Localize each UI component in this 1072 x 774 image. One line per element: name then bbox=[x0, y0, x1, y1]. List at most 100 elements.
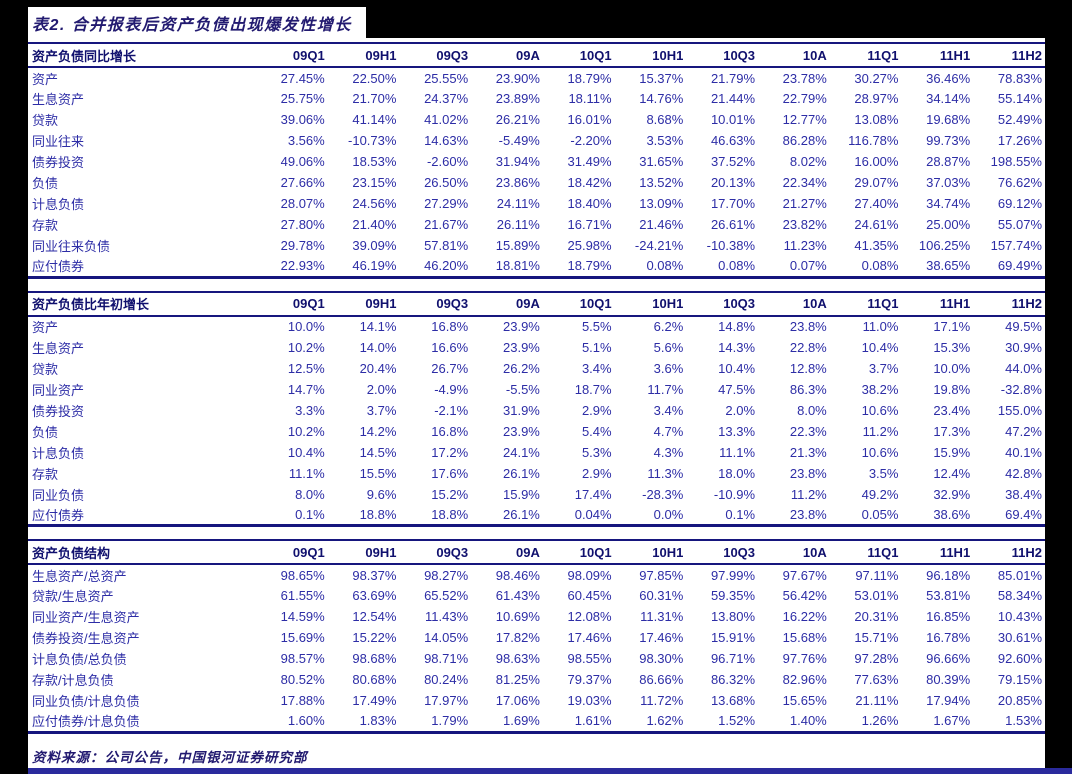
value-cell: 46.19% bbox=[327, 256, 400, 279]
value-cell: 30.9% bbox=[1005, 339, 1042, 355]
value-cell: 11.43% bbox=[425, 609, 469, 624]
value-cell: 14.63% bbox=[424, 133, 469, 148]
row-label: 同业负债/计息负债 bbox=[32, 694, 140, 709]
value-cell: 15.71% bbox=[854, 630, 899, 645]
table-row: 债券投资 49.06% 18.53% -2.60% 31.94% 31.49% 31.65%… bbox=[28, 151, 1045, 172]
value-cell: 157.74% bbox=[990, 238, 1042, 253]
table-row: 贷款 12.5% 20.4% 26.7% 26.2% 3.4% 3.6% 10.4% 12.8%… bbox=[28, 358, 1045, 379]
table-title: 资产负债同比增长 bbox=[28, 42, 256, 68]
value-cell: 23.8% bbox=[789, 319, 827, 334]
value-cell: 14.3% bbox=[718, 339, 756, 355]
value-cell: 23.9% bbox=[503, 319, 540, 334]
value-cell: 38.6% bbox=[901, 504, 974, 527]
value-cell: 198.55% bbox=[990, 154, 1042, 169]
value-cell: 26.1% bbox=[503, 465, 540, 481]
value-cell: 11.23% bbox=[783, 238, 827, 253]
value-cell: 80.39% bbox=[926, 672, 971, 687]
source-note: 资料来源：公司公告，中国银河证券研究部 bbox=[32, 749, 308, 765]
column-header: 10H1 bbox=[614, 42, 687, 68]
column-header: 09H1 bbox=[327, 42, 400, 68]
value-cell: -24.21% bbox=[634, 238, 684, 253]
value-cell: 47.2% bbox=[1005, 423, 1042, 439]
value-cell: 0.1% bbox=[686, 504, 759, 527]
value-cell: 55.07% bbox=[997, 217, 1042, 232]
table-caption-chip: 表2. 合并报表后资产负债出现爆发性增长 bbox=[28, 7, 366, 38]
value-cell: 21.40% bbox=[352, 217, 397, 232]
table-ytd-growth: 资产负债比年初增长 09Q1 09H1 09Q3 09A 10Q1 10H1 10Q3 10A 1… bbox=[28, 290, 1045, 527]
value-cell: 17.70% bbox=[710, 196, 756, 211]
value-cell: 12.5% bbox=[287, 360, 325, 376]
value-cell: 21.79% bbox=[710, 70, 756, 86]
row-label: 同业往来 bbox=[32, 134, 85, 149]
table-row: 应付债券/计息负债 1.60% 1.83% 1.79% 1.69% 1.61% 1.62% 1… bbox=[28, 711, 1045, 734]
value-cell: 13.68% bbox=[710, 693, 756, 708]
table-caption: 表2. 合并报表后资产负债出现爆发性增长 bbox=[32, 16, 352, 34]
value-cell: 23.90% bbox=[495, 70, 540, 86]
row-label: 资产 bbox=[32, 71, 59, 87]
value-cell: 11.2% bbox=[862, 423, 899, 439]
value-cell: 61.55% bbox=[280, 588, 325, 603]
value-cell: 98.65% bbox=[280, 567, 325, 583]
value-cell: 14.5% bbox=[359, 444, 397, 460]
value-cell: 23.78% bbox=[782, 70, 827, 86]
value-cell: 8.02% bbox=[789, 154, 827, 169]
table-row: 债券投资 3.3% 3.7% -2.1% 31.9% 2.9% 3.4% 2.0% 8.0% 10… bbox=[28, 400, 1045, 421]
value-cell: 10.4% bbox=[861, 339, 899, 355]
value-cell: 4.3% bbox=[653, 444, 684, 460]
value-cell: 56.42% bbox=[782, 588, 827, 603]
value-cell: 44.0% bbox=[1005, 360, 1042, 376]
column-header: 09Q1 bbox=[256, 539, 328, 565]
value-cell: 61.43% bbox=[495, 588, 540, 603]
value-cell: 10.43% bbox=[997, 609, 1042, 624]
value-cell: 79.15% bbox=[997, 672, 1042, 687]
value-cell: 19.8% bbox=[933, 381, 971, 397]
row-label: 同业资产 bbox=[32, 382, 85, 398]
value-cell: 69.4% bbox=[973, 504, 1045, 527]
value-cell: 76.62% bbox=[997, 175, 1042, 190]
value-cell: 0.05% bbox=[829, 504, 902, 527]
value-cell: 3.3% bbox=[295, 402, 325, 418]
value-cell: 21.46% bbox=[639, 217, 684, 232]
value-cell: 38.65% bbox=[901, 256, 974, 279]
value-cell: 40.1% bbox=[1005, 444, 1042, 460]
value-cell: 21.70% bbox=[352, 91, 397, 106]
value-cell: 80.52% bbox=[280, 672, 325, 687]
value-cell: 5.6% bbox=[653, 339, 684, 355]
column-header: 10Q1 bbox=[542, 42, 615, 68]
table-row: 计息负债/总负债 98.57% 98.68% 98.71% 98.63% 98.55% 98… bbox=[28, 648, 1045, 669]
row-label: 计息负债/总负债 bbox=[32, 652, 127, 667]
value-cell: -2.1% bbox=[434, 402, 469, 418]
value-cell: -10.73% bbox=[348, 133, 397, 148]
value-cell: -5.49% bbox=[498, 133, 540, 148]
value-cell: 2.9% bbox=[581, 402, 612, 418]
value-cell: 116.78% bbox=[848, 133, 899, 148]
value-cell: 11.3% bbox=[647, 465, 684, 481]
table-row: 应付债券 22.93% 46.19% 46.20% 18.81% 18.79% 0.08% 0… bbox=[28, 256, 1045, 279]
value-cell: 17.2% bbox=[431, 444, 469, 460]
value-cell: 26.21% bbox=[495, 112, 540, 127]
value-cell: 155.0% bbox=[997, 402, 1042, 418]
value-cell: 24.1% bbox=[503, 444, 540, 460]
table-row: 同业负债 8.0% 9.6% 15.2% 15.9% 17.4% -28.3% -10.9% 1… bbox=[28, 484, 1045, 505]
value-cell: 16.71% bbox=[567, 217, 612, 232]
value-cell: 55.14% bbox=[997, 91, 1042, 106]
value-cell: 3.7% bbox=[366, 402, 397, 418]
value-cell: 18.8% bbox=[327, 504, 400, 527]
value-cell: 23.9% bbox=[503, 423, 540, 439]
value-cell: 31.94% bbox=[495, 154, 540, 169]
value-cell: 34.74% bbox=[926, 196, 971, 211]
value-cell: 15.37% bbox=[639, 70, 684, 86]
value-cell: 3.4% bbox=[653, 402, 684, 418]
value-cell: 17.1% bbox=[933, 319, 971, 334]
value-cell: 82.96% bbox=[782, 672, 827, 687]
value-cell: 86.28% bbox=[782, 133, 827, 148]
value-cell: 11.0% bbox=[862, 319, 899, 334]
row-label: 债券投资 bbox=[32, 403, 85, 419]
value-cell: 27.66% bbox=[280, 175, 325, 190]
value-cell: -4.9% bbox=[434, 381, 469, 397]
value-cell: 15.69% bbox=[280, 630, 325, 645]
table-row: 应付债券 0.1% 18.8% 18.8% 26.1% 0.04% 0.0% 0.1% 23.8… bbox=[28, 504, 1045, 527]
value-cell: 81.25% bbox=[495, 672, 540, 687]
value-cell: 14.7% bbox=[287, 381, 325, 397]
value-cell: 15.9% bbox=[503, 486, 540, 502]
